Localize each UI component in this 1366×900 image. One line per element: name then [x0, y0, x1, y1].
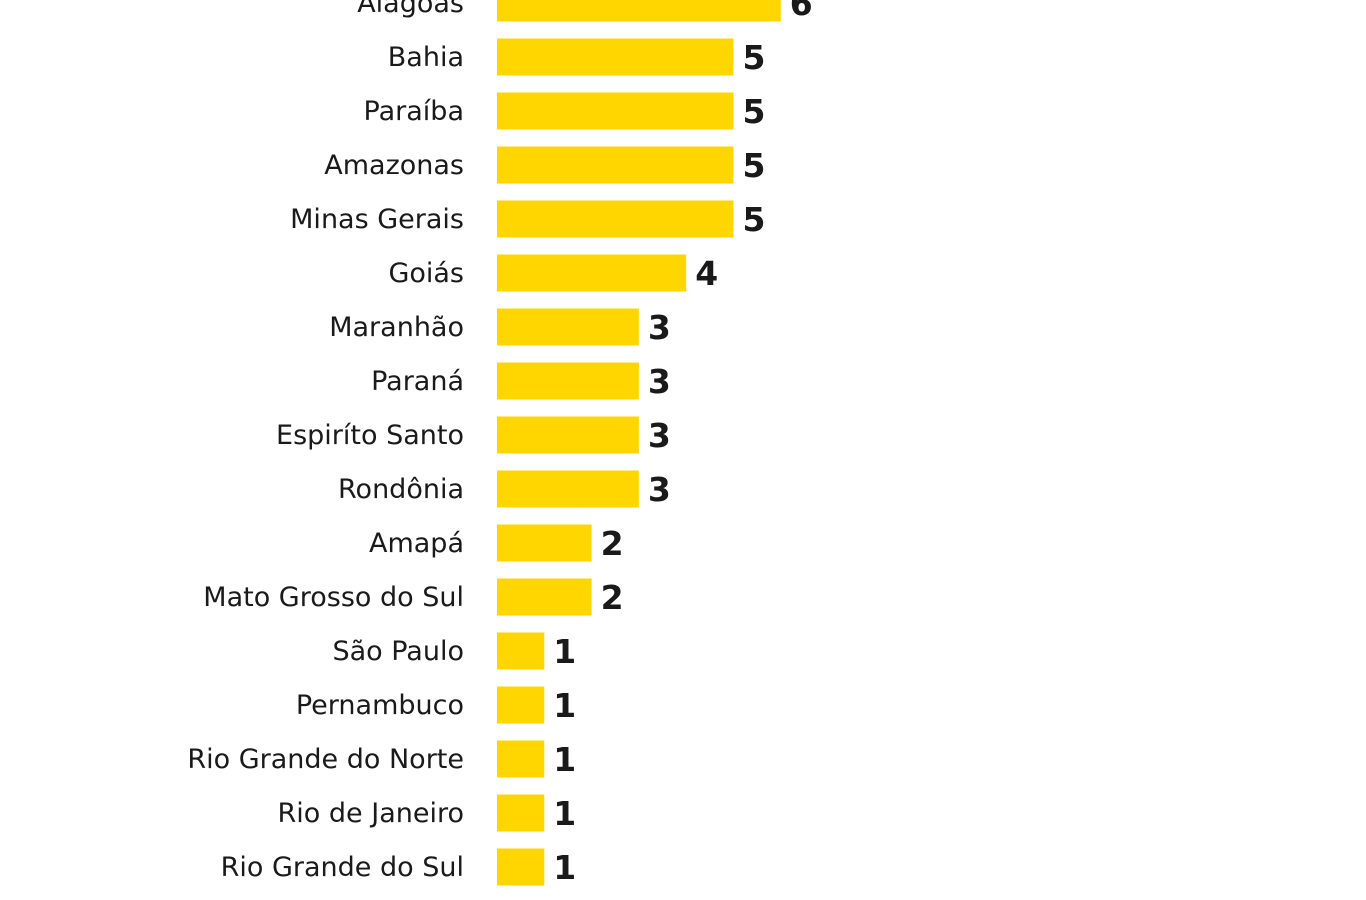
bar — [497, 0, 781, 22]
value-label: 4 — [695, 254, 718, 293]
bar — [497, 254, 687, 292]
value-label: 1 — [553, 848, 576, 887]
category-label: Bahia — [388, 42, 464, 73]
bar — [497, 794, 545, 832]
value-label: 2 — [601, 524, 624, 563]
value-label: 3 — [648, 470, 671, 509]
category-label: Maranhão — [329, 312, 464, 343]
bar — [497, 470, 639, 508]
category-label: Alagoas — [357, 0, 464, 19]
value-label: 1 — [553, 740, 576, 779]
bar — [497, 362, 639, 400]
value-label: 6 — [790, 0, 813, 23]
bar — [497, 848, 545, 886]
value-label: 1 — [553, 794, 576, 833]
bar — [497, 92, 734, 130]
category-label: Rio Grande do Norte — [187, 744, 464, 775]
category-label: Espiríto Santo — [276, 420, 464, 451]
category-label: Minas Gerais — [290, 204, 464, 235]
category-label: Amazonas — [324, 150, 464, 181]
value-label: 1 — [553, 632, 576, 671]
value-label: 3 — [648, 416, 671, 455]
category-label: Amapá — [369, 528, 464, 559]
bar — [497, 146, 734, 184]
value-label: 2 — [601, 578, 624, 617]
category-label: São Paulo — [332, 636, 464, 667]
value-label: 5 — [743, 200, 766, 239]
bar — [497, 200, 734, 238]
bar — [497, 578, 592, 616]
value-label: 1 — [553, 686, 576, 725]
category-label: Mato Grosso do Sul — [203, 582, 464, 613]
category-label: Rondônia — [338, 474, 464, 505]
bar — [497, 632, 545, 670]
value-label: 5 — [743, 38, 766, 77]
category-label: Goiás — [388, 258, 464, 289]
value-label: 3 — [648, 308, 671, 347]
value-label: 5 — [743, 146, 766, 185]
category-label: Pernambuco — [296, 690, 464, 721]
bar — [497, 416, 639, 454]
category-label: Paraná — [371, 366, 464, 397]
value-label: 3 — [648, 362, 671, 401]
bar — [497, 524, 592, 562]
category-label: Rio Grande do Sul — [221, 852, 464, 883]
bar — [497, 686, 545, 724]
category-label: Paraíba — [364, 96, 464, 127]
category-label: Rio de Janeiro — [278, 798, 464, 829]
value-label: 5 — [743, 92, 766, 131]
bar — [497, 740, 545, 778]
bar — [497, 38, 734, 76]
bar — [497, 308, 639, 346]
